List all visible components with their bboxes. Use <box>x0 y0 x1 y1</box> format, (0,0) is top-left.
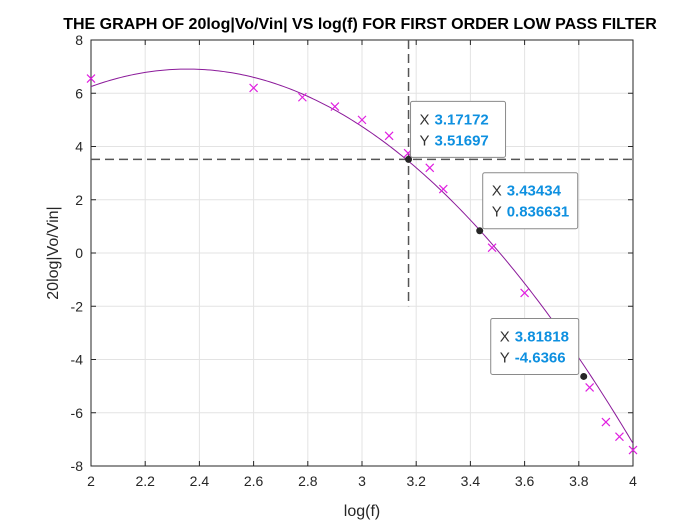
x-tick-label-2: 2.4 <box>190 473 210 489</box>
x-tick-label-0: 2 <box>87 473 95 489</box>
data-point-0 <box>86 74 96 84</box>
datatip-y-value-1: 0.836631 <box>507 204 570 221</box>
datatip-marker-0 <box>405 155 413 163</box>
data-point-8 <box>438 184 448 194</box>
y-tick-label-7: 6 <box>75 85 83 101</box>
y-ticks: -8 -6 -4 -2 0 2 4 6 8 <box>71 32 633 474</box>
datatip-box-2 <box>490 317 580 375</box>
y-tick-label-1: -6 <box>71 405 84 421</box>
data-point-1 <box>249 83 259 93</box>
datatip-x-value-1: 3.43434 <box>507 183 562 200</box>
data-markers <box>86 74 638 455</box>
x-axis-label: log(f) <box>344 503 380 520</box>
x-tick-label-4: 2.8 <box>298 473 318 489</box>
datatip-box-0 <box>410 100 507 158</box>
data-point-4 <box>357 115 367 125</box>
chart-title: THE GRAPH OF 20log|Vo/Vin| VS log(f) FOR… <box>63 16 657 33</box>
data-point-9 <box>487 243 497 253</box>
y-tick-label-6: 4 <box>75 139 83 155</box>
crosshair <box>91 40 633 307</box>
datatip-x-key-1: X <box>492 183 502 200</box>
y-axis-label: 20log|Vo/Vin| <box>45 206 62 299</box>
y-tick-label-5: 2 <box>75 192 83 208</box>
datatip-marker-1 <box>476 227 484 235</box>
x-tick-label-7: 3.4 <box>461 473 481 489</box>
x-tick-label-3: 2.6 <box>244 473 264 489</box>
fit-curve <box>90 68 634 444</box>
x-tick-label-9: 3.8 <box>569 473 589 489</box>
fit-line <box>90 68 634 444</box>
datatip-x-value-2: 3.81818 <box>515 328 569 345</box>
x-tick-label-8: 3.6 <box>515 473 535 489</box>
data-point-11 <box>585 383 595 392</box>
data-point-2 <box>297 92 307 102</box>
data-point-14 <box>628 445 638 455</box>
datatip-y-value-2: -4.6366 <box>515 349 566 366</box>
datatip-marker-2 <box>580 372 588 380</box>
data-point-5 <box>384 131 394 141</box>
datatip-y-key-2: Y <box>500 349 510 366</box>
data-point-3 <box>330 102 340 111</box>
data-point-7 <box>425 163 435 173</box>
x-tick-label-5: 3 <box>358 473 366 489</box>
datatip-x-key-0: X <box>420 111 430 128</box>
datatip-y-value-0: 3.51697 <box>435 132 489 149</box>
datatip-box-1 <box>482 172 579 230</box>
datatip-y-key-1: Y <box>492 204 502 221</box>
datatips: X 3.17172 Y 3.51697 X 3.43434 Y 0.836631 X 3.8181… <box>405 100 588 380</box>
x-ticks: 2 2.2 2.4 2.6 2.8 3 3.2 3.4 3.6 3.8 4 <box>87 40 637 489</box>
datatip-y-key-0: Y <box>420 132 430 149</box>
x-tick-label-1: 2.2 <box>135 473 155 489</box>
y-tick-label-2: -4 <box>71 352 84 368</box>
datatip-x-value-0: 3.17172 <box>435 111 489 128</box>
data-point-10 <box>520 288 530 298</box>
x-tick-label-6: 3.2 <box>406 473 426 489</box>
y-tick-label-8: 8 <box>75 32 83 48</box>
data-point-12 <box>601 417 611 427</box>
datatip-x-key-2: X <box>500 328 510 345</box>
y-tick-label-0: -8 <box>71 458 84 474</box>
y-tick-label-3: -2 <box>71 298 84 314</box>
x-tick-label-10: 4 <box>629 473 637 489</box>
y-tick-label-4: 0 <box>75 245 83 261</box>
data-point-13 <box>615 432 624 442</box>
